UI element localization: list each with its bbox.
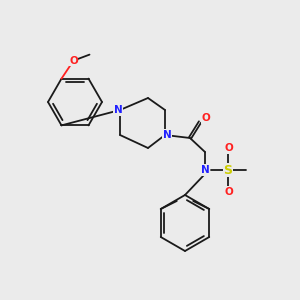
Text: O: O bbox=[202, 113, 210, 123]
Text: S: S bbox=[224, 164, 232, 176]
Text: N: N bbox=[201, 165, 209, 175]
Text: N: N bbox=[163, 130, 171, 140]
Text: O: O bbox=[69, 56, 78, 66]
Text: O: O bbox=[225, 187, 233, 197]
Text: N: N bbox=[114, 105, 122, 115]
Text: O: O bbox=[225, 143, 233, 153]
